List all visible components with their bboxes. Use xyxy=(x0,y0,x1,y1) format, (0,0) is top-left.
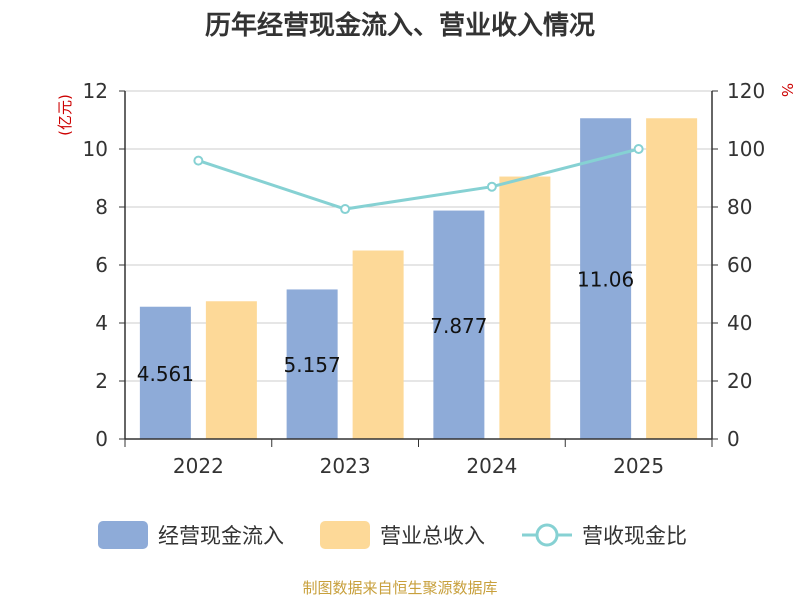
ratio-line xyxy=(193,144,644,215)
bar-revenue xyxy=(646,118,698,439)
ratio-point xyxy=(340,204,351,215)
ratio-point xyxy=(193,155,204,166)
y-left-tick-label: 4 xyxy=(95,311,108,335)
legend-item[interactable]: 营业总收入 xyxy=(320,521,485,549)
y-left-tick-label: 6 xyxy=(95,253,108,277)
bar-value-label: 5.157 xyxy=(283,353,340,377)
y-right-tick-label: 20 xyxy=(727,369,752,393)
y-left-tick-label: 0 xyxy=(95,427,108,451)
source-footer: 制图数据来自恒生聚源数据库 xyxy=(302,579,497,597)
legend-item[interactable]: 经营现金流入 xyxy=(98,521,284,549)
chart-title: 历年经营现金流入、营业收入情况 xyxy=(205,10,595,41)
legend-label: 营收现金比 xyxy=(582,524,687,548)
ratio-line-path xyxy=(197,147,639,211)
y-right-tick-label: 40 xyxy=(727,311,752,335)
bar-revenue xyxy=(352,250,404,439)
y-right-tick-label: 80 xyxy=(727,195,752,219)
y-left-tick-label: 8 xyxy=(95,195,108,219)
bar-cash-inflow xyxy=(286,289,338,439)
x-tick-label: 2022 xyxy=(173,454,224,478)
bar-value-label: 11.06 xyxy=(577,268,634,292)
legend-label: 营业总收入 xyxy=(380,524,485,548)
legend-label: 经营现金流入 xyxy=(158,524,284,548)
bar-revenue xyxy=(499,176,551,440)
y-right-tick-label: 100 xyxy=(727,137,765,161)
ratio-point xyxy=(633,144,644,154)
y-left-tick-label: 2 xyxy=(95,369,108,393)
y-right-tick-label: 0 xyxy=(727,427,740,451)
y-left-tick-label: 10 xyxy=(83,137,108,161)
bar-cash-inflow xyxy=(433,210,485,439)
bars xyxy=(139,118,698,440)
bar-cash-inflow xyxy=(580,118,632,439)
x-tick-label: 2025 xyxy=(613,454,664,478)
bar-labels: 4.561 5.157 7.877 11.06 xyxy=(137,268,635,386)
legend-swatch xyxy=(320,521,370,549)
x-tick-label: 2023 xyxy=(320,454,371,478)
bar-revenue xyxy=(205,301,257,439)
y-right-tick-label: 120 xyxy=(727,79,765,103)
y-left-tick-label: 12 xyxy=(83,79,108,103)
y-right-axis-label: % xyxy=(778,83,796,97)
y-right-tick-label: 60 xyxy=(727,253,752,277)
bar-value-label: 7.877 xyxy=(430,314,487,338)
legend-item[interactable]: 营收现金比 xyxy=(522,523,687,548)
ratio-point xyxy=(486,181,497,192)
y-left-axis-label: (亿元) xyxy=(56,94,74,136)
legend-swatch xyxy=(98,521,148,549)
bar-cash-inflow xyxy=(139,306,191,439)
legend-marker xyxy=(535,523,559,547)
legend[interactable]: 经营现金流入 营业总收入 营收现金比 xyxy=(98,521,687,549)
x-tick-label: 2024 xyxy=(466,454,517,478)
bar-value-label: 4.561 xyxy=(137,362,194,386)
